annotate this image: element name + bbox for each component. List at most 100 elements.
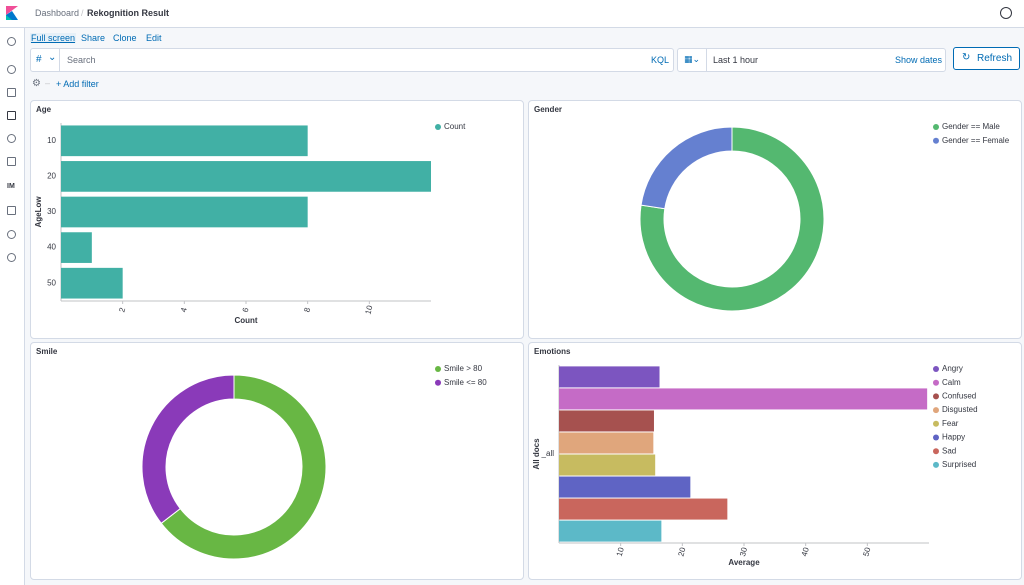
y-tick-label: 20 xyxy=(47,172,56,181)
nav-label[interactable]: IM xyxy=(7,183,15,190)
legend-marker xyxy=(933,393,939,400)
separator: – xyxy=(45,78,51,88)
y-tick-label: 40 xyxy=(47,243,56,252)
legend-label: Angry xyxy=(942,364,963,373)
menu-link[interactable]: Edit xyxy=(146,33,162,43)
search-placeholder[interactable]: Search xyxy=(67,55,96,65)
legend-label: Count xyxy=(444,122,466,131)
pie-slice xyxy=(639,126,825,312)
bar xyxy=(61,161,431,192)
legend-marker xyxy=(435,366,441,372)
filter-settings[interactable]: ⚙ xyxy=(32,78,41,89)
add-filter[interactable]: + Add filter xyxy=(56,79,99,89)
panel: Smile Smile > 80 Smile <= 80 xyxy=(30,342,524,580)
nav-icon[interactable] xyxy=(7,37,16,46)
language-toggle[interactable]: KQL xyxy=(651,55,670,65)
chart: Age 10 20 30 40 50 2 4 6 8 10 Count AgeLow Count xyxy=(34,105,466,325)
legend-marker xyxy=(933,379,939,386)
nav-icon[interactable] xyxy=(7,88,16,97)
query-type[interactable]: # xyxy=(36,54,42,65)
x-tick-label: 6 xyxy=(241,306,251,313)
refresh-label[interactable]: Refresh xyxy=(977,53,1013,64)
legend-marker xyxy=(933,137,939,144)
pie-slice xyxy=(160,374,327,560)
legend-label: Fear xyxy=(942,419,959,428)
chart: Emotions _all 10 20 30 40 50 Average All docs Ang… xyxy=(532,347,978,567)
bar xyxy=(559,388,928,410)
nav-icon[interactable] xyxy=(7,157,16,166)
refresh-icon: ↻ xyxy=(962,52,971,63)
panel-title: Smile xyxy=(36,347,58,356)
nav-icon[interactable] xyxy=(7,253,16,262)
nav-icon[interactable] xyxy=(7,65,16,74)
legend-marker xyxy=(933,420,939,427)
breadcrumb: Rekognition Result xyxy=(87,8,170,18)
x-tick-label: 10 xyxy=(363,304,374,315)
x-axis-label: Average xyxy=(728,558,760,567)
x-tick-label: 10 xyxy=(615,546,626,557)
legend-label: Happy xyxy=(942,433,965,442)
time-picker[interactable]: ▦⌄ Last 1 hour Show dates xyxy=(677,48,946,72)
pie-slice xyxy=(640,126,733,210)
legend-label: Calm xyxy=(942,378,961,387)
logo[interactable] xyxy=(6,6,18,20)
bar xyxy=(61,232,92,263)
legend-label: Gender == Female xyxy=(942,136,1010,145)
chart: Gender Gender == Male Gender == Female xyxy=(534,105,1010,312)
calendar-icon[interactable]: ▦⌄ xyxy=(684,54,701,64)
x-tick-label: 2 xyxy=(117,306,127,313)
y-tick-label: _all xyxy=(541,449,555,458)
separator: / xyxy=(81,8,84,18)
query-input[interactable]: # ⌄ Search KQL xyxy=(30,48,674,72)
side-nav: IM xyxy=(0,28,25,585)
panel-title: Age xyxy=(36,105,52,114)
help-icon[interactable] xyxy=(1000,7,1012,19)
refresh-button[interactable]: ↻ Refresh xyxy=(953,47,1020,70)
x-tick-label: 50 xyxy=(861,546,872,557)
bar xyxy=(61,125,308,157)
legend-label: Confused xyxy=(942,392,976,401)
bar xyxy=(559,432,654,454)
nav-icon[interactable] xyxy=(7,111,16,120)
legend-marker xyxy=(933,124,939,130)
panel: Emotions _all 10 20 30 40 50 Average All docs Ang… xyxy=(528,342,1022,580)
legend-marker xyxy=(435,124,441,130)
x-tick-label: 8 xyxy=(302,306,312,313)
y-tick-label: 30 xyxy=(47,207,56,216)
divider xyxy=(706,49,707,71)
legend-label: Gender == Male xyxy=(942,122,1000,131)
chart: Smile Smile > 80 Smile <= 80 xyxy=(36,347,487,560)
legend-label: Smile <= 80 xyxy=(444,378,487,387)
menu-link[interactable]: Clone xyxy=(113,33,137,43)
y-tick-label: 10 xyxy=(47,136,56,145)
x-tick-label: 4 xyxy=(179,306,189,313)
nav-icon[interactable] xyxy=(7,206,16,215)
bar xyxy=(559,454,656,476)
legend-marker xyxy=(933,366,939,372)
chevron: ⌄ xyxy=(48,52,57,63)
legend-marker xyxy=(435,379,441,386)
nav-icon[interactable] xyxy=(7,230,16,239)
legend-marker xyxy=(933,434,939,441)
bar xyxy=(559,520,662,542)
x-tick-label: 40 xyxy=(800,546,811,557)
menu-link[interactable]: Share xyxy=(81,33,106,43)
breadcrumb[interactable]: Dashboard xyxy=(35,8,80,18)
legend-label: Sad xyxy=(942,446,956,455)
panel-title: Emotions xyxy=(534,347,571,356)
time-range[interactable]: Last 1 hour xyxy=(713,55,759,65)
legend-label: Disgusted xyxy=(942,405,978,414)
bar xyxy=(559,476,691,498)
menu-link[interactable]: Full screen xyxy=(30,33,77,43)
divider xyxy=(59,49,60,71)
show-dates[interactable]: Show dates xyxy=(895,55,943,65)
nav-icon[interactable] xyxy=(7,134,16,143)
x-axis-label: Count xyxy=(234,316,257,325)
bar xyxy=(61,267,123,299)
y-axis-label: AgeLow xyxy=(34,196,43,228)
bar xyxy=(559,498,728,520)
y-tick-label: 50 xyxy=(47,278,56,287)
legend-label: Surprised xyxy=(942,460,976,469)
bar xyxy=(559,366,660,388)
